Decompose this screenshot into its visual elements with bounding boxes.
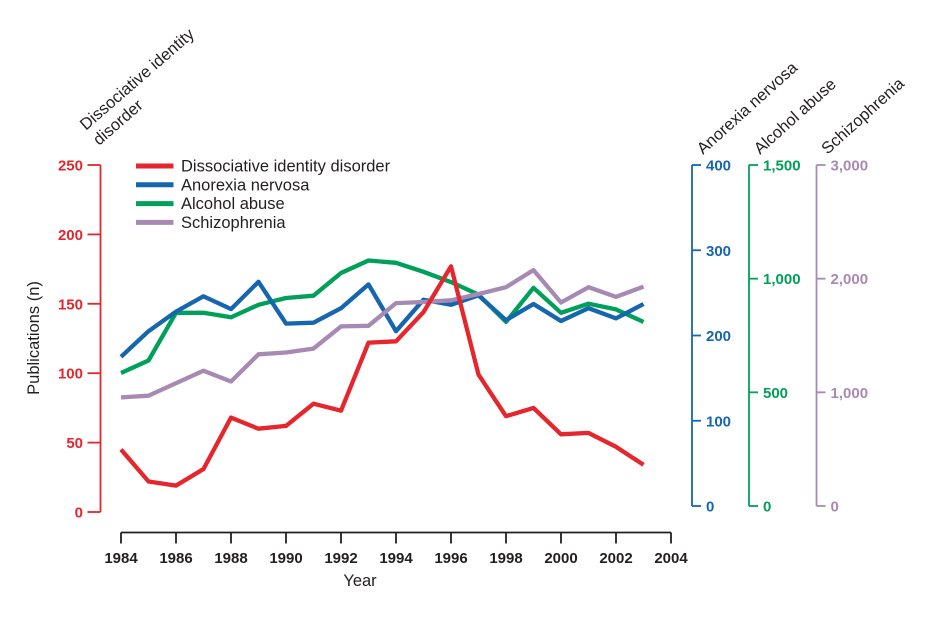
right-axis-tick-label: 300 <box>706 243 731 260</box>
right-axis-tick-label: 3,000 <box>831 158 869 175</box>
right-axis-tick-label: 200 <box>706 328 731 345</box>
x-tick-label: 1990 <box>269 550 302 567</box>
right-axis-title: Anorexia nervosa <box>694 58 802 158</box>
series-line-anorexia-nervosa <box>119 279 645 359</box>
left-axis-title: Publications (n) <box>25 281 43 395</box>
series-line-dissociative-identity-disorder <box>119 264 645 488</box>
left-axis-tick-label: 100 <box>58 366 83 383</box>
legend-label: Schizophrenia <box>181 214 286 232</box>
x-tick-label: 1986 <box>159 550 192 567</box>
right-axis-tick-label: 100 <box>706 413 731 430</box>
series-line-alcohol-abuse <box>120 258 645 375</box>
right-axis-tick-label: 400 <box>706 158 731 175</box>
left-axis-tick-label: 50 <box>66 435 83 452</box>
x-tick-label: 1994 <box>379 550 413 567</box>
left-axis-tick-label: 0 <box>75 505 83 522</box>
x-tick-label: 1988 <box>214 550 247 567</box>
right-axis-tick-label: 1,000 <box>831 385 869 402</box>
x-tick-label: 1996 <box>434 550 467 567</box>
legend-label: Dissociative identity disorder <box>181 158 391 176</box>
right-axis-tick-label: 500 <box>763 385 788 402</box>
right-axis-tick-label: 1,000 <box>763 271 801 288</box>
x-tick-label: 1998 <box>489 550 522 567</box>
series-line-schizophrenia <box>120 267 645 400</box>
left-axis-tick-label: 250 <box>58 158 83 175</box>
right-axis-tick-label: 1,500 <box>763 158 801 175</box>
x-tick-label: 2000 <box>544 550 577 567</box>
x-axis-title: Year <box>343 572 377 590</box>
right-axis-tick-label: 2,000 <box>831 271 869 288</box>
left-axis-tick-label: 200 <box>58 227 83 244</box>
x-tick-label: 1984 <box>104 550 138 567</box>
x-tick-label: 1992 <box>324 550 357 567</box>
right-axis-tick-label: 0 <box>831 499 839 516</box>
legend-label: Alcohol abuse <box>181 195 285 213</box>
legend-label: Anorexia nervosa <box>181 176 310 194</box>
left-axis-tick-label: 150 <box>58 296 83 313</box>
x-tick-label: 2004 <box>654 550 688 567</box>
x-tick-label: 2002 <box>599 550 632 567</box>
right-axis-tick-label: 0 <box>763 499 771 516</box>
right-axis-tick-label: 0 <box>706 499 714 516</box>
